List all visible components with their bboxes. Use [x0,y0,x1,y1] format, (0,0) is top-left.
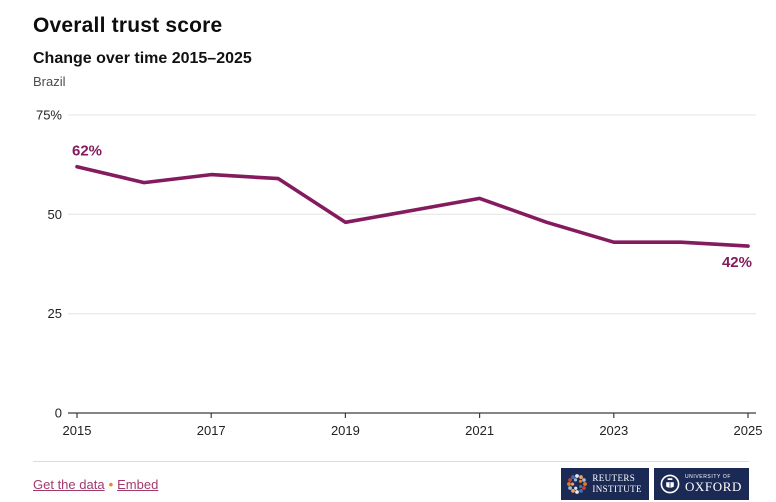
trust-score-line [75,164,750,248]
footer-logos: REUTERS INSTITUTE UNIVERSITY OF OXFORD [561,468,749,500]
link-separator-bullet: • [108,476,114,492]
x-tick-label: 2021 [465,423,494,438]
oxford-logo-text: UNIVERSITY OF OXFORD [685,474,742,494]
x-tick-label: 2015 [63,423,92,438]
page-title: Overall trust score [33,14,223,37]
chart-subtitle: Change over time 2015–2025 [33,50,252,67]
oxford-crest-icon [660,474,680,494]
embed-link[interactable]: Embed [117,476,159,492]
y-tick-label: 75% [36,108,62,123]
get-the-data-link[interactable]: Get the data [33,476,105,492]
x-tick-label: 2025 [734,423,763,438]
y-tick-label: 0 [55,406,62,421]
oxford-logo-line2: OXFORD [684,479,742,495]
reuters-logo-line2: INSTITUTE [592,484,642,494]
chart-footer: Get the data • Embed REUTERS INSTITUTE UNI… [33,461,749,501]
footer-links: Get the data • Embed [33,477,158,492]
y-tick-label: 25 [48,306,62,321]
last-value-label: 42% [722,254,752,271]
x-tick-label: 2019 [331,423,360,438]
reuters-institute-logo[interactable]: REUTERS INSTITUTE [561,468,649,500]
y-tick-label: 50 [48,207,62,222]
reuters-logo-text: REUTERS INSTITUTE [592,473,642,495]
reuters-logo-line1: REUTERS [592,473,636,484]
oxford-logo-line1: UNIVERSITY OF [684,473,731,480]
region-label: Brazil [33,74,66,89]
oxford-university-logo[interactable]: UNIVERSITY OF OXFORD [653,468,749,500]
x-tick-label: 2023 [599,423,628,438]
x-tick-label: 2017 [197,423,226,438]
first-value-label: 62% [72,143,102,160]
reuters-dots-circle-icon [567,474,588,494]
